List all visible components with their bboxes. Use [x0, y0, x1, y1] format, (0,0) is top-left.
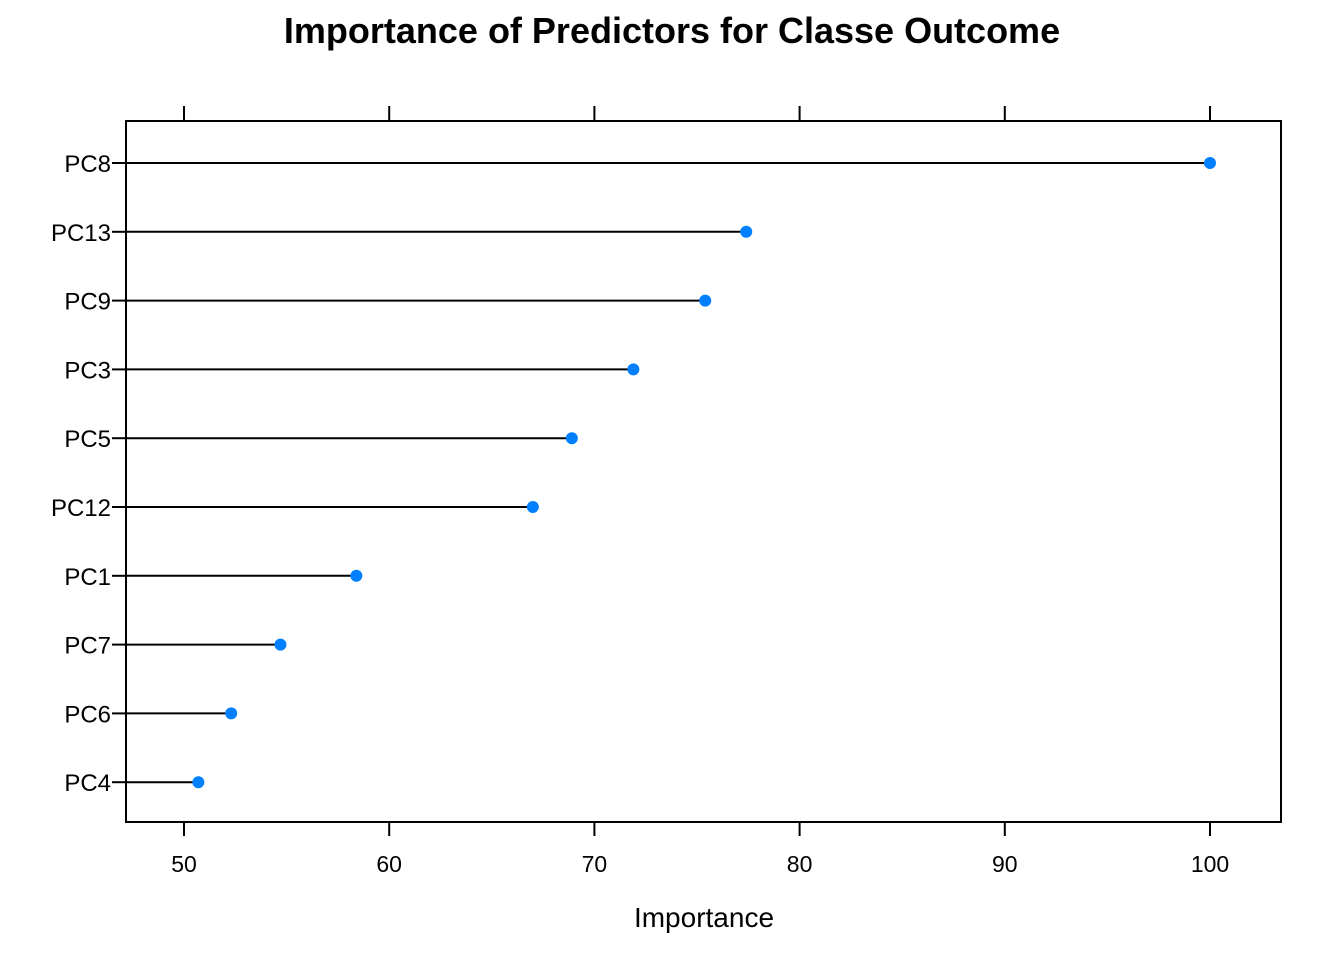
y-tick-label: PC8: [64, 151, 111, 178]
y-tick-label: PC6: [64, 701, 111, 728]
data-point: [526, 501, 539, 513]
y-tick-label: PC9: [64, 289, 111, 316]
x-tick-label: 70: [582, 851, 608, 877]
data-point: [350, 569, 363, 582]
x-tick-label: 60: [376, 851, 402, 877]
x-tick-label: 90: [992, 851, 1018, 877]
data-point: [274, 638, 287, 651]
x-tick-label: 50: [171, 851, 197, 877]
plot-frame: [125, 120, 1282, 823]
y-tick-label: PC5: [64, 426, 111, 453]
y-tick-label: PC12: [51, 495, 111, 522]
data-point: [1204, 157, 1216, 169]
data-point: [565, 432, 578, 445]
x-tick-label: 100: [1191, 851, 1229, 877]
y-tick-label: PC3: [64, 357, 111, 384]
chart-title: Importance of Predictors for Classe Outc…: [284, 10, 1060, 51]
marks-layer: 50 60 70 80 90 100 PC8 PC13 PC9 PC3 PC5 PC12 PC1 PC7 P…: [51, 106, 1229, 877]
data-point: [627, 363, 640, 376]
x-axis-label: Importance: [634, 902, 774, 933]
y-tick-label: PC1: [64, 564, 111, 591]
y-tick-label: PC7: [64, 633, 111, 660]
x-tick-label: 80: [787, 851, 813, 877]
y-tick-label: PC13: [51, 220, 111, 247]
data-point: [192, 776, 205, 789]
y-tick-label: PC4: [64, 770, 111, 797]
data-point: [225, 707, 238, 720]
data-point: [699, 294, 712, 307]
data-point: [740, 225, 753, 238]
